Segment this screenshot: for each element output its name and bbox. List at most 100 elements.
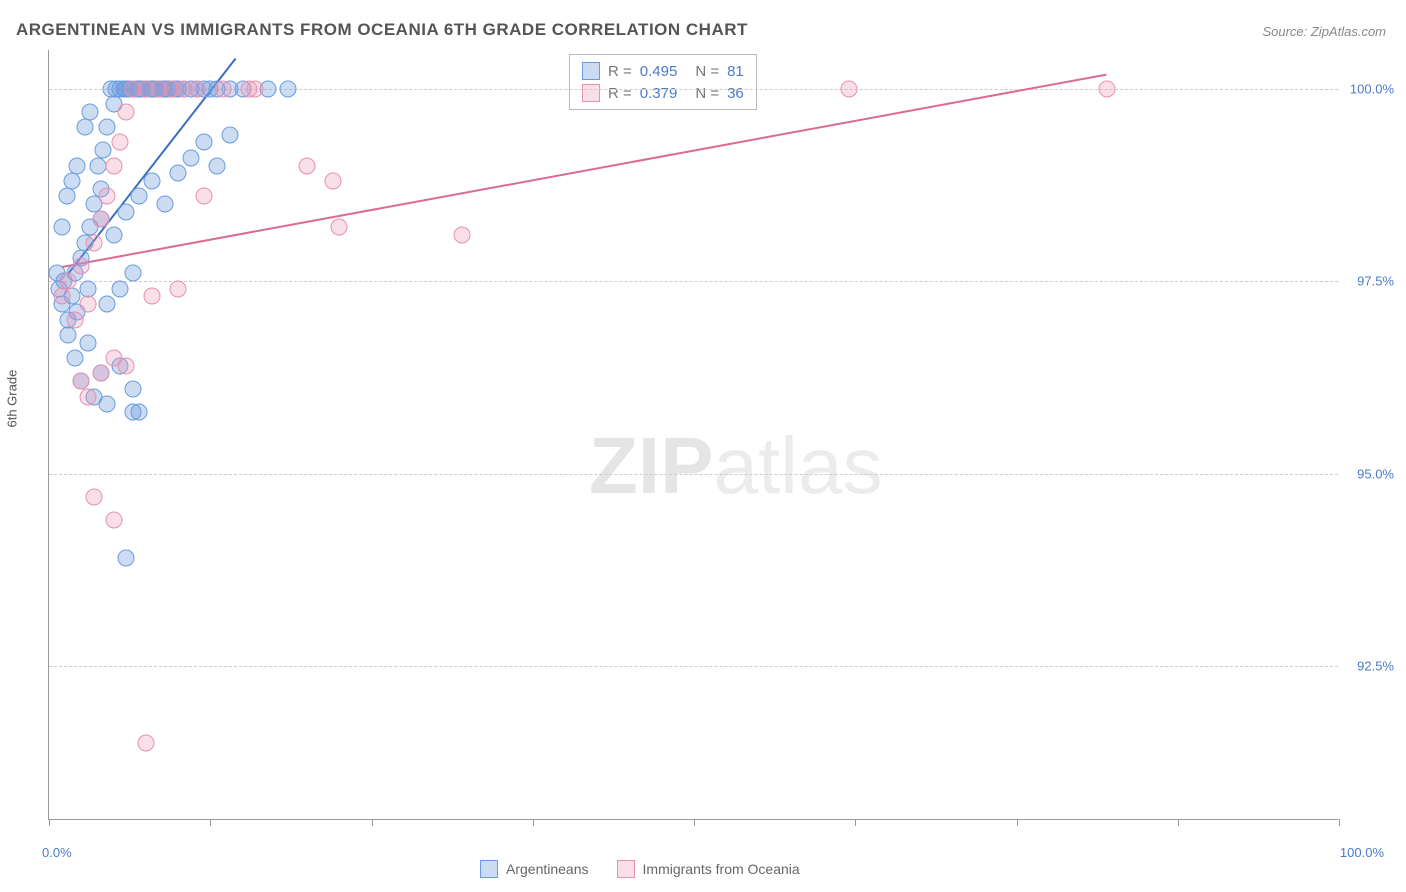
scatter-point [79, 296, 96, 313]
y-tick-label: 97.5% [1357, 274, 1394, 289]
scatter-point [111, 134, 128, 151]
swatch-pink-icon [582, 84, 600, 102]
legend-item-oceania: Immigrants from Oceania [617, 860, 800, 878]
r-label: R = [608, 63, 632, 80]
y-axis-label: 6th Grade [5, 370, 20, 428]
scatter-point [215, 80, 232, 97]
legend-item-argentineans: Argentineans [480, 860, 589, 878]
scatter-point [99, 396, 116, 413]
scatter-point [144, 288, 161, 305]
scatter-point [195, 188, 212, 205]
gridline-h [49, 474, 1338, 475]
n-value-1: 36 [727, 85, 744, 102]
scatter-point [118, 357, 135, 374]
scatter-point [90, 157, 107, 174]
swatch-pink-icon [617, 860, 635, 878]
scatter-point [86, 234, 103, 251]
x-tick [855, 819, 856, 826]
scatter-point [73, 373, 90, 390]
scatter-point [111, 280, 128, 297]
scatter-point [170, 165, 187, 182]
stats-row-oceania: R = 0.379 N = 36 [582, 82, 744, 104]
scatter-point [157, 196, 174, 213]
x-tick [694, 819, 695, 826]
chart-title: ARGENTINEAN VS IMMIGRANTS FROM OCEANIA 6… [16, 20, 748, 40]
scatter-point [92, 211, 109, 228]
x-tick-label-last: 100.0% [1340, 845, 1384, 860]
scatter-point [105, 226, 122, 243]
x-tick [1017, 819, 1018, 826]
scatter-point [59, 188, 76, 205]
scatter-point [77, 119, 94, 136]
scatter-point [189, 80, 206, 97]
scatter-point [92, 365, 109, 382]
scatter-point [279, 80, 296, 97]
scatter-point [221, 126, 238, 143]
scatter-point [105, 157, 122, 174]
swatch-blue-icon [480, 860, 498, 878]
x-tick [372, 819, 373, 826]
x-tick [210, 819, 211, 826]
stats-legend-box: R = 0.495 N = 81 R = 0.379 N = 36 [569, 54, 757, 110]
scatter-point [195, 134, 212, 151]
scatter-point [53, 219, 70, 236]
x-tick [1178, 819, 1179, 826]
scatter-point [299, 157, 316, 174]
scatter-point [79, 388, 96, 405]
scatter-point [69, 157, 86, 174]
scatter-point [124, 265, 141, 282]
scatter-point [208, 157, 225, 174]
x-tick-label-first: 0.0% [42, 845, 72, 860]
scatter-point [840, 80, 857, 97]
scatter-point [124, 380, 141, 397]
y-tick-label: 100.0% [1350, 81, 1394, 96]
scatter-point [324, 172, 341, 189]
scatter-point [73, 257, 90, 274]
gridline-h [49, 666, 1338, 667]
watermark: ZIPatlas [589, 420, 882, 512]
x-tick [49, 819, 50, 826]
x-tick [533, 819, 534, 826]
scatter-point [66, 311, 83, 328]
r-value-0: 0.495 [640, 63, 678, 80]
r-value-1: 0.379 [640, 85, 678, 102]
swatch-blue-icon [582, 62, 600, 80]
scatter-point [86, 488, 103, 505]
y-tick-label: 95.0% [1357, 466, 1394, 481]
scatter-point [247, 80, 264, 97]
scatter-point [453, 226, 470, 243]
n-label: N = [695, 63, 719, 80]
n-value-0: 81 [727, 63, 744, 80]
legend-bottom: Argentineans Immigrants from Oceania [480, 860, 800, 878]
scatter-point [60, 273, 77, 290]
scatter-point [99, 188, 116, 205]
x-tick [1339, 819, 1340, 826]
scatter-point [124, 403, 141, 420]
stats-row-argentineans: R = 0.495 N = 81 [582, 60, 744, 82]
legend-label: Immigrants from Oceania [643, 861, 800, 877]
r-label: R = [608, 85, 632, 102]
y-tick-label: 92.5% [1357, 659, 1394, 674]
n-label: N = [695, 85, 719, 102]
scatter-point [79, 334, 96, 351]
scatter-point [1098, 80, 1115, 97]
scatter-point [331, 219, 348, 236]
scatter-point [60, 326, 77, 343]
plot-area: R = 0.495 N = 81 R = 0.379 N = 36 ZIPatl… [48, 50, 1338, 820]
source-attribution: Source: ZipAtlas.com [1262, 24, 1386, 39]
scatter-point [99, 296, 116, 313]
legend-label: Argentineans [506, 861, 589, 877]
scatter-point [53, 288, 70, 305]
scatter-point [170, 280, 187, 297]
scatter-point [105, 511, 122, 528]
scatter-point [118, 550, 135, 567]
gridline-h [49, 281, 1338, 282]
scatter-point [99, 119, 116, 136]
scatter-point [82, 103, 99, 120]
scatter-point [95, 142, 112, 159]
scatter-point [131, 188, 148, 205]
scatter-point [118, 203, 135, 220]
scatter-point [66, 350, 83, 367]
scatter-point [118, 103, 135, 120]
scatter-point [182, 149, 199, 166]
